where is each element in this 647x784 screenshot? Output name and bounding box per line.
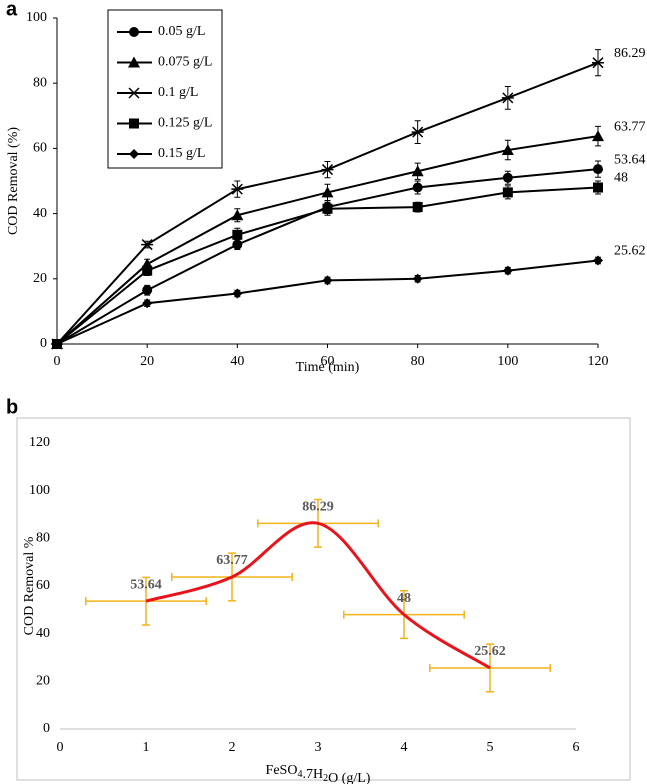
y-tick-label: 0 bbox=[40, 336, 47, 351]
x-tick-label: 20 bbox=[140, 354, 154, 369]
y-axis-label: COD Removal % bbox=[22, 536, 37, 635]
marker bbox=[593, 164, 603, 175]
marker bbox=[411, 165, 424, 177]
data-label: 48 bbox=[397, 591, 411, 606]
end-label: 25.62 bbox=[614, 244, 646, 259]
legend-label: 0.15 g/L bbox=[158, 146, 205, 161]
marker bbox=[321, 164, 334, 176]
panel-frame bbox=[16, 417, 631, 781]
marker bbox=[502, 265, 513, 276]
data-label: 63.77 bbox=[216, 553, 248, 568]
marker bbox=[592, 130, 604, 142]
x-tick-label: 6 bbox=[573, 740, 580, 755]
x-tick-label: 2 bbox=[229, 740, 236, 755]
marker bbox=[322, 275, 333, 286]
data-label: 25.62 bbox=[474, 644, 506, 659]
marker bbox=[592, 57, 604, 69]
marker bbox=[128, 87, 140, 99]
x-tick-label: 120 bbox=[588, 354, 609, 369]
marker bbox=[232, 239, 243, 250]
marker bbox=[593, 255, 603, 266]
x-tick-label: 1 bbox=[143, 740, 150, 755]
marker bbox=[322, 203, 333, 214]
marker bbox=[142, 265, 153, 276]
marker bbox=[142, 285, 153, 296]
marker bbox=[231, 209, 244, 221]
marker bbox=[412, 182, 423, 193]
y-tick-label: 80 bbox=[36, 531, 50, 546]
y-tick-label: 40 bbox=[33, 206, 47, 221]
x-tick-label: 0 bbox=[54, 354, 61, 369]
end-label: 63.77 bbox=[614, 119, 646, 134]
y-tick-label: 0 bbox=[43, 721, 50, 736]
marker bbox=[321, 186, 334, 198]
y-tick-label: 120 bbox=[29, 435, 50, 450]
x-tick-label: 4 bbox=[401, 740, 408, 755]
x-tick-label: 3 bbox=[315, 740, 322, 755]
y-tick-label: 20 bbox=[33, 271, 47, 286]
marker bbox=[129, 118, 139, 129]
y-tick-label: 40 bbox=[36, 626, 50, 641]
y-tick-label: 60 bbox=[33, 141, 47, 156]
marker bbox=[142, 298, 153, 309]
end-label: 53.64 bbox=[614, 152, 646, 167]
legend-label: 0.05 g/L bbox=[158, 24, 205, 39]
legend-label: 0.125 g/L bbox=[158, 116, 212, 131]
x-tick-label: 80 bbox=[411, 354, 425, 369]
panel-label: b bbox=[6, 396, 18, 418]
marker bbox=[502, 187, 513, 198]
marker bbox=[502, 172, 513, 183]
marker bbox=[128, 56, 140, 68]
end-label: 86.29 bbox=[614, 46, 646, 61]
x-tick-label: 100 bbox=[497, 354, 518, 369]
marker bbox=[412, 202, 423, 213]
y-tick-label: 100 bbox=[26, 10, 47, 25]
legend-label: 0.075 g/L bbox=[158, 55, 212, 70]
y-tick-label: 100 bbox=[29, 483, 50, 498]
end-label: 48 bbox=[614, 171, 628, 186]
y-tick-label: 60 bbox=[36, 578, 50, 593]
marker bbox=[129, 149, 139, 159]
marker bbox=[129, 27, 139, 37]
marker bbox=[501, 92, 514, 104]
x-axis-label: Time (min) bbox=[296, 360, 360, 375]
x-tick-label: 0 bbox=[57, 740, 64, 755]
marker bbox=[52, 339, 62, 349]
panel-label: a bbox=[6, 0, 18, 20]
legend-box bbox=[107, 9, 223, 169]
marker bbox=[141, 239, 154, 251]
y-axis-label: COD Removal (%) bbox=[6, 127, 21, 235]
marker bbox=[593, 182, 603, 193]
marker bbox=[231, 183, 244, 195]
x-tick-label: 60 bbox=[321, 354, 335, 369]
x-tick-label: 40 bbox=[230, 354, 244, 369]
marker bbox=[411, 126, 424, 138]
marker bbox=[501, 144, 514, 156]
marker bbox=[412, 273, 423, 284]
x-axis-label: FeSO4.7H2O (g/L) bbox=[266, 763, 371, 784]
marker bbox=[232, 288, 243, 299]
curve bbox=[145, 521, 491, 670]
marker bbox=[232, 229, 243, 240]
data-label: 53.64 bbox=[130, 577, 162, 592]
data-label: 86.29 bbox=[302, 500, 334, 515]
x-tick-label: 5 bbox=[487, 740, 494, 755]
y-tick-label: 20 bbox=[36, 674, 50, 689]
legend-label: 0.1 g/L bbox=[158, 85, 198, 100]
y-tick-label: 80 bbox=[33, 75, 47, 90]
